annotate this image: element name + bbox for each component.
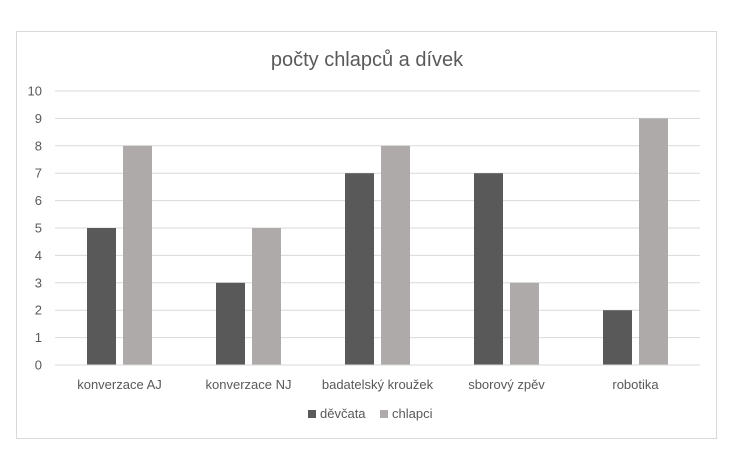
x-category-label: robotika (612, 377, 659, 392)
y-tick-label: 9 (35, 111, 42, 126)
x-category-label: badatelský kroužek (322, 377, 434, 392)
y-tick-label: 0 (35, 358, 42, 373)
bar-boys (381, 145, 410, 365)
y-tick-label: 6 (35, 193, 42, 208)
legend-swatch (380, 410, 388, 418)
y-tick-label: 4 (35, 248, 42, 263)
y-tick-label: 2 (35, 303, 42, 318)
y-tick-label: 8 (35, 138, 42, 153)
bars (87, 118, 668, 366)
bar-girls (87, 228, 116, 365)
legend-label: děvčata (320, 406, 366, 421)
y-tick-label: 7 (35, 166, 42, 181)
bar-boys (510, 282, 539, 365)
y-tick-label: 10 (28, 84, 42, 99)
bar-boys (123, 145, 152, 365)
legend: děvčata chlapci (308, 406, 433, 421)
chart-title: počty chlapců a dívek (271, 49, 464, 71)
x-category-label: konverzace NJ (206, 377, 292, 392)
x-axis-categories: konverzace AJ konverzace NJ badatelský kro… (77, 377, 659, 392)
x-category-label: konverzace AJ (77, 377, 162, 392)
bar-girls (345, 173, 374, 365)
bar-girls (474, 173, 503, 365)
gridlines (55, 90, 700, 339)
bar-boys (639, 118, 668, 366)
x-category-label: sborový zpěv (468, 377, 545, 392)
y-tick-label: 3 (35, 275, 42, 290)
y-tick-label: 1 (35, 330, 42, 345)
bar-boys (252, 228, 281, 365)
bar-girls (603, 310, 632, 365)
legend-label: chlapci (392, 406, 433, 421)
legend-swatch (308, 410, 316, 418)
y-tick-label: 5 (35, 221, 42, 236)
bar-girls (216, 282, 245, 365)
y-axis-ticks: 0 1 2 3 4 5 6 7 8 9 10 (28, 84, 42, 373)
